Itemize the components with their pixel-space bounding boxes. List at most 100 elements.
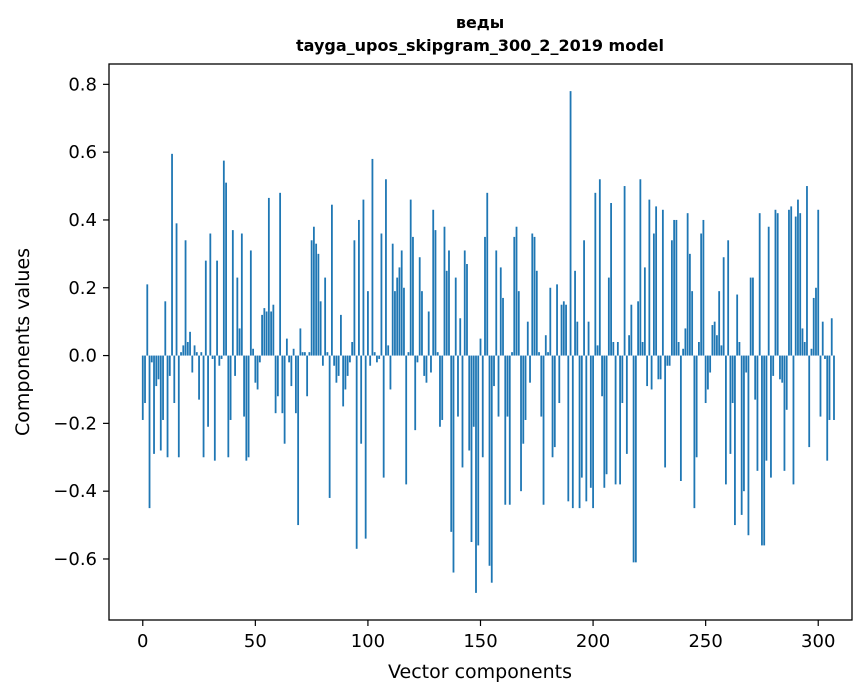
chart-title-line1: веды [456,13,504,32]
bar-12 [168,355,171,376]
bar-263 [734,355,736,526]
bar-227 [652,233,655,356]
x-tick-label: 100 [351,631,385,652]
bar-33 [216,260,218,356]
x-axis-ticks: 0 50 100 150 200 250 300 [137,620,835,652]
bar-102 [371,158,374,356]
bar-104 [376,355,378,363]
bar-73 [306,355,309,397]
bar-236 [673,219,676,356]
bar-50 [254,355,257,383]
bar-240 [682,348,685,356]
bar-36 [222,160,225,356]
bar-213 [621,355,624,404]
bar-230 [659,355,662,380]
bar-70 [299,328,302,356]
bar-1 [144,355,146,404]
bar-72 [303,352,306,356]
bar-204 [601,355,603,397]
bar-37 [225,182,227,356]
bar-275 [761,355,763,546]
x-tick-label: 250 [688,631,722,652]
bar-23 [193,345,196,356]
bar-278 [767,226,770,356]
bar-34 [218,355,221,366]
bar-53 [261,314,263,356]
bar-302 [821,321,824,356]
bar-177 [540,355,543,417]
bar-233 [666,355,669,366]
bar-95 [355,355,358,549]
bar-10 [164,301,167,356]
bar-245 [693,355,696,509]
bar-35 [220,355,223,359]
y-tick-label: −0.4 [53,481,97,502]
bar-116 [403,287,405,356]
bar-221 [639,179,642,356]
bar-87 [337,355,340,376]
bar-156 [493,355,495,387]
bar-191 [571,355,574,509]
bar-21 [189,331,191,356]
bar-67 [292,348,295,356]
bar-299 [815,287,817,356]
y-tick-label: 0.8 [68,74,97,95]
bar-274 [758,213,761,356]
bar-49 [252,348,254,356]
bar-6 [155,355,158,387]
bar-250 [704,355,707,404]
bar-141 [459,318,462,356]
bar-264 [736,294,739,356]
bar-201 [594,192,597,356]
bar-110 [389,355,392,390]
bar-169 [522,355,525,444]
bar-103 [373,352,376,356]
bar-142 [461,355,464,468]
x-tick-label: 150 [463,631,497,652]
bar-192 [574,270,576,356]
x-tick-label: 300 [801,631,835,652]
x-tick-label: 50 [244,631,267,652]
bar-8 [159,355,162,451]
bar-146 [470,355,473,543]
bar-80 [321,355,324,366]
bar-168 [520,355,522,492]
bar-300 [817,209,820,356]
bar-140 [457,355,459,417]
bar-139 [454,277,457,356]
bar-304 [826,355,829,461]
bar-229 [657,355,660,380]
bar-181 [549,287,552,356]
bar-148 [475,355,477,593]
bar-132 [439,355,441,427]
bar-203 [598,179,601,356]
bar-289 [792,355,795,485]
bar-226 [650,355,653,390]
bar-239 [679,355,682,481]
bar-291 [797,199,799,356]
bar-152 [484,236,486,356]
bar-219 [634,355,637,563]
bar-167 [517,291,520,356]
bar-90 [344,355,347,390]
bar-113 [396,277,399,356]
bar-305 [828,355,831,420]
bar-55 [265,311,268,356]
bar-178 [542,355,545,505]
bar-187 [562,301,565,356]
bar-77 [315,243,318,356]
bar-293 [801,328,804,356]
bar-243 [688,253,691,356]
bar-158 [497,355,500,417]
bar-231 [661,209,664,356]
bar-58 [272,304,275,356]
bar-0 [141,355,144,420]
bar-19 [184,240,187,356]
bar-288 [790,206,793,356]
bar-60 [276,355,279,397]
bar-301 [819,355,822,417]
bar-173 [531,233,534,356]
bar-114 [398,267,401,356]
bar-212 [619,355,621,485]
